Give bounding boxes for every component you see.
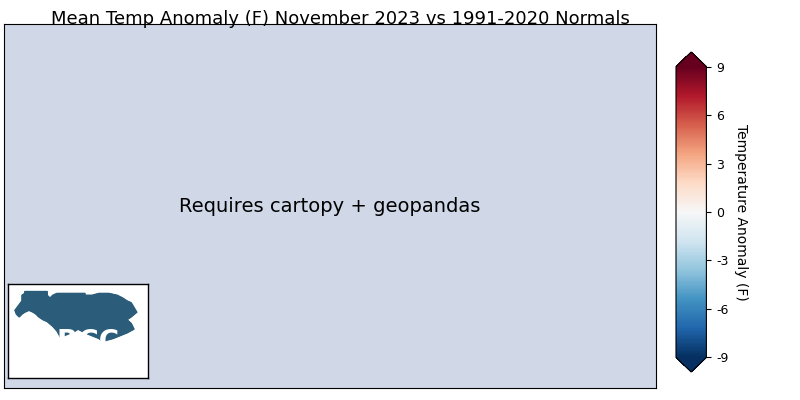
PathPatch shape — [676, 52, 706, 66]
PathPatch shape — [676, 358, 706, 372]
Text: Requires cartopy + geopandas: Requires cartopy + geopandas — [179, 196, 481, 216]
Text: Mean Temp Anomaly (F) November 2023 vs 1991-2020 Normals: Mean Temp Anomaly (F) November 2023 vs 1… — [50, 10, 630, 28]
Polygon shape — [15, 292, 137, 342]
Y-axis label: Temperature Anomaly (F): Temperature Anomaly (F) — [734, 124, 748, 300]
Text: SRCC: SRCC — [37, 328, 119, 356]
